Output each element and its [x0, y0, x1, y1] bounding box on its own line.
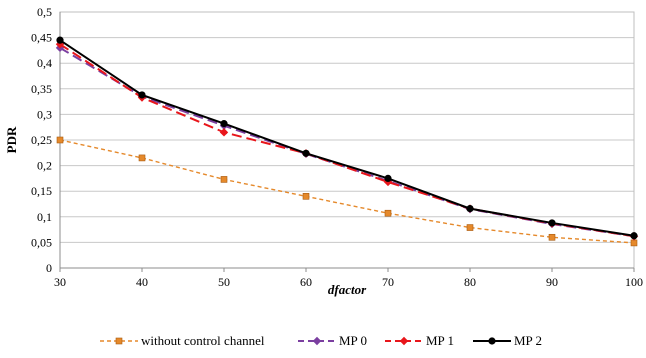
x-axis-title: dfactor: [328, 282, 367, 297]
data-point: [220, 176, 228, 183]
data-point: [466, 224, 474, 231]
legend-label: MP 2: [514, 333, 542, 348]
y-tick-label: 0,3: [37, 107, 52, 121]
y-tick-label: 0,15: [31, 184, 52, 198]
legend-marker: [115, 337, 123, 345]
data-point: [548, 219, 556, 227]
series-line: [59, 139, 635, 244]
y-tick-label: 0,05: [31, 235, 52, 249]
x-tick-label: 30: [54, 275, 66, 289]
y-tick-label: 0,1: [37, 210, 52, 224]
data-point: [138, 154, 146, 162]
data-series: [55, 36, 639, 247]
series-1: [55, 43, 639, 241]
data-point: [384, 174, 392, 182]
series-line: [59, 46, 635, 238]
data-point: [466, 205, 474, 213]
series-0: [56, 136, 638, 247]
y-axis-title: PDR: [4, 126, 19, 153]
data-point: [302, 193, 310, 200]
x-tick-label: 100: [625, 275, 643, 289]
y-tick-label: 0,25: [31, 133, 52, 147]
data-point: [384, 209, 392, 217]
x-tick-label: 60: [300, 275, 312, 289]
x-tick-label: 40: [136, 275, 148, 289]
data-point: [548, 233, 556, 241]
legend-label: without control channel: [141, 333, 265, 348]
gridlines: [60, 11, 634, 269]
legend-label: MP 0: [339, 333, 367, 348]
y-tick-labels: 0 0,05 0,1 0,15 0,2 0,25 0,3 0,35 0,4 0,45 0,5: [31, 5, 52, 275]
legend-item: without control channel: [100, 333, 265, 348]
x-tick-labels: 30 40 50 60 70 80 90 100: [54, 275, 643, 289]
x-tick-label: 80: [464, 275, 476, 289]
x-tick-label: 50: [218, 275, 230, 289]
legend: without control channel MP 0 MP 1 MP 2: [100, 333, 542, 348]
data-point: [56, 136, 64, 144]
series-3: [56, 36, 638, 240]
series-line: [59, 39, 635, 237]
y-tick-label: 0,45: [31, 31, 52, 45]
legend-item: MP 2: [473, 333, 542, 348]
data-point: [302, 149, 310, 157]
y-tick-label: 0,4: [37, 56, 52, 70]
x-tick-label: 70: [382, 275, 394, 289]
legend-item: MP 1: [385, 333, 454, 348]
axes: [59, 11, 635, 272]
data-point: [220, 120, 228, 128]
data-point: [219, 128, 229, 137]
data-point: [56, 36, 64, 44]
y-tick-label: 0,35: [31, 82, 52, 96]
legend-item: MP 0: [298, 333, 367, 348]
data-point: [55, 40, 65, 49]
legend-marker: [488, 337, 496, 345]
data-point: [630, 239, 638, 247]
legend-label: MP 1: [426, 333, 454, 348]
data-point: [138, 91, 146, 99]
x-tick-label: 90: [546, 275, 558, 289]
y-tick-label: 0,2: [37, 159, 52, 173]
legend-marker: [399, 336, 409, 346]
y-tick-label: 0,5: [37, 5, 52, 19]
data-point: [630, 232, 638, 240]
legend-marker: [312, 336, 322, 346]
y-tick-label: 0: [46, 261, 52, 275]
